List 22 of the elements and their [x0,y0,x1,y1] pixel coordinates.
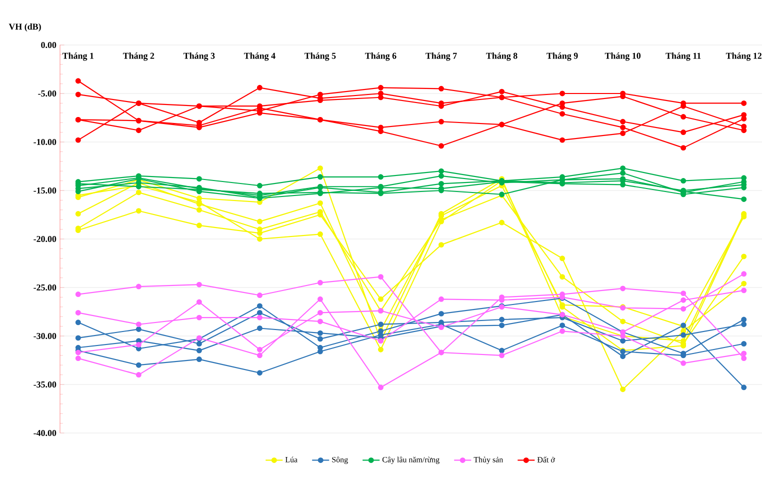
x-tick-label: Tháng 5 [304,52,336,61]
y-tick-label: -10.00 [34,138,56,146]
y-tick-label: -20.00 [34,236,56,242]
y-tick-label: -25.00 [34,284,56,291]
y-axis-title: VH (dB) [8,23,41,32]
x-tick-label: Tháng 11 [666,52,701,61]
x-tick-label: Tháng 2 [122,52,154,61]
y-tick-label: 0.00 [41,42,56,48]
y-tick-label: -35.00 [34,381,56,388]
y-tick-label: -40.00 [34,430,56,436]
x-tick-label: Tháng 1 [62,52,94,61]
y-tick-label: -5.00 [38,90,56,97]
x-tick-label: Tháng 9 [546,52,578,61]
x-tick-label: Tháng 6 [365,52,396,61]
y-tick-label: -15.00 [34,187,56,194]
x-tick-label: Tháng 7 [426,52,457,61]
x-tick-label: Tháng 3 [184,52,215,61]
y-tick-label: -30.00 [34,332,56,340]
x-tick-label: Tháng 8 [486,52,518,61]
x-tick-label: Tháng 10 [604,52,641,61]
x-tick-label: Tháng 12 [726,52,762,61]
x-tick-label: Tháng 4 [244,52,276,61]
